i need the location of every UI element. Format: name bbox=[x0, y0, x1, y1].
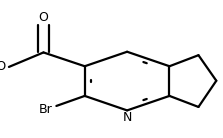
Text: Br: Br bbox=[39, 103, 53, 116]
Text: HO: HO bbox=[0, 60, 7, 73]
Text: N: N bbox=[122, 111, 132, 124]
Text: O: O bbox=[39, 11, 48, 24]
